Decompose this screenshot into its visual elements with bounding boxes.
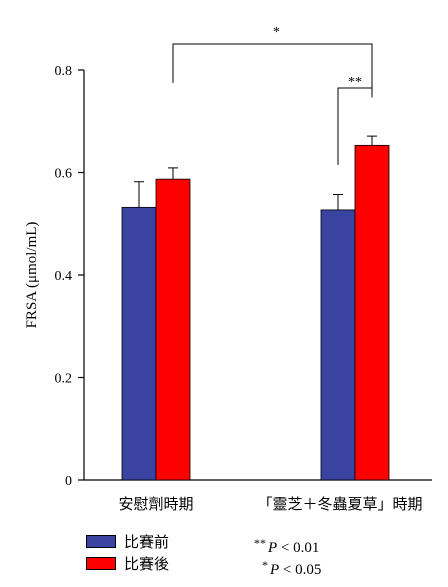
y-ticks: 0 0.2 0.4 0.6 0.8 [55, 64, 84, 489]
p-note-var-005: P [270, 562, 280, 578]
legend-item-before: 比賽前 [86, 530, 169, 552]
p-note-var-001: P [268, 540, 278, 556]
y-tick-label: 0.8 [55, 64, 73, 79]
bar [320, 209, 356, 481]
x-category-label: 「靈芝＋冬蟲夏草」時期 [257, 495, 422, 513]
p-note-text-001: < 0.01 [277, 540, 320, 556]
y-tick-label: 0.2 [55, 372, 73, 387]
p-note-stars-001: ** [254, 536, 266, 550]
y-tick-label: 0.4 [55, 269, 73, 284]
p-value-note-005: * P < 0.05 [262, 558, 321, 579]
bracket-outer [172, 43, 373, 88]
legend-swatch-after [86, 556, 116, 570]
bar [354, 144, 390, 481]
legend-label-before: 比賽前 [124, 532, 170, 551]
p-note-text-005: < 0.05 [279, 562, 322, 578]
bars-group [121, 135, 390, 481]
category-labels: 安慰劑時期 「靈芝＋冬蟲夏草」時期 [118, 495, 422, 513]
significance-brackets: *** [172, 25, 373, 165]
legend-swatch-before [86, 534, 116, 548]
p-note-stars-005: * [262, 558, 268, 572]
bar [155, 178, 191, 481]
legend-label-after: 比賽後 [124, 554, 170, 573]
y-tick-label: 0.6 [55, 167, 73, 182]
significance-star: ** [348, 75, 362, 90]
legend: 比賽前 比賽後 [86, 530, 169, 574]
legend-item-after: 比賽後 [86, 552, 169, 574]
y-axis-label: FRSA (μmol/mL) [24, 222, 40, 329]
bar [121, 206, 157, 481]
bracket-inner [337, 87, 373, 165]
x-category-label: 安慰劑時期 [118, 495, 193, 513]
p-value-note-001: ** P < 0.01 [254, 536, 319, 557]
significance-star: * [273, 25, 280, 40]
y-tick-label: 0 [65, 474, 72, 489]
